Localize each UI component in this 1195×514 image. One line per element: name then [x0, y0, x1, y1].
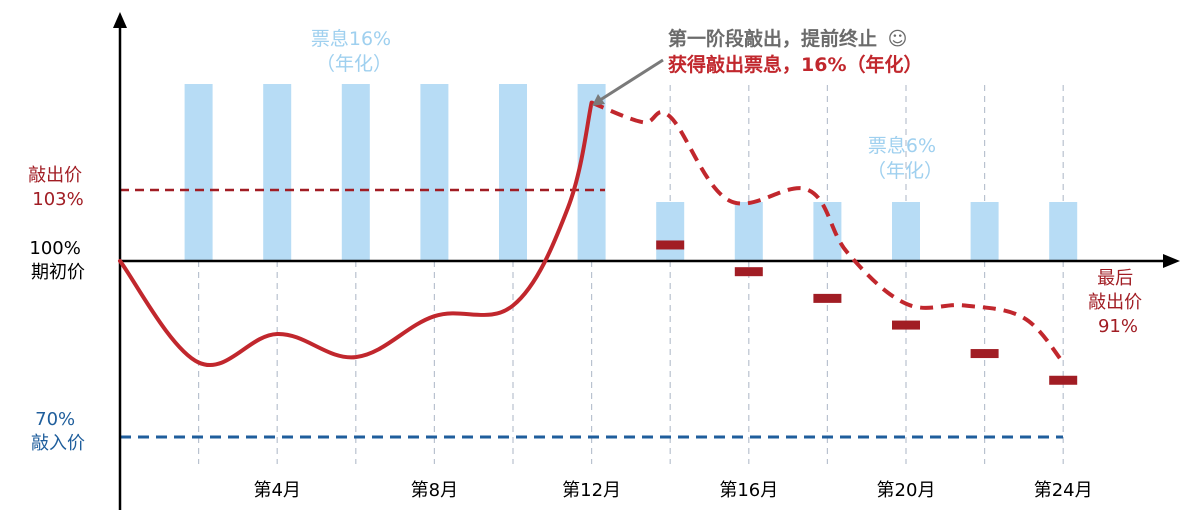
coupon-bar-6: [1049, 202, 1078, 261]
annotation-early-termination: 第一阶段敲出，提前终止 ☺: [668, 27, 907, 50]
price-path-solid: [118, 100, 594, 367]
price-path-dashed: [590, 100, 1065, 364]
annotation-arrowhead: [592, 94, 605, 106]
initial-price-label: 100% 期初价: [29, 238, 86, 283]
annotation-knockout-coupon: 获得敲出票息，16%（年化）: [668, 53, 922, 76]
knockout-mark: [734, 267, 763, 277]
coupon-bars: [184, 84, 1078, 261]
knockout-mark: [970, 349, 999, 359]
final-knockout-label: 最后 敲出价 91%: [1088, 268, 1148, 337]
x-axis-arrow: [1163, 254, 1180, 268]
knockin-price-label: 70% 敲入价: [31, 409, 85, 454]
annotation-arrow: [596, 58, 664, 104]
x-tick-label: 第16月: [719, 480, 778, 501]
knockout-price-label: 敲出价 103%: [28, 165, 88, 210]
coupon-bar-6: [656, 202, 685, 261]
coupon-bar-16: [499, 84, 527, 261]
x-tick-label: 第4月: [253, 480, 300, 501]
knockout-mark: [813, 293, 842, 303]
coupon-bar-6: [892, 202, 920, 261]
coupon-bar-16: [420, 84, 449, 261]
coupon-bar-16: [263, 84, 292, 261]
knockout-mark: [892, 320, 920, 330]
coupon-bar-16: [184, 84, 213, 261]
knockout-marks: [656, 240, 1078, 385]
knockout-mark: [656, 240, 685, 250]
y-axis-arrow: [113, 12, 127, 28]
x-tick-label: 第8月: [411, 480, 458, 501]
coupon-bar-6: [970, 202, 999, 261]
smiley-icon: ☺: [888, 28, 908, 50]
coupon-16-label: 票息16% （年化）: [311, 28, 397, 75]
x-tick-label: 第20月: [877, 480, 936, 501]
x-tick-labels: 第4月 第8月 第12月 第16月 第20月 第24月: [253, 480, 1092, 501]
coupon-bar-16: [577, 84, 606, 261]
knockout-mark: [1049, 375, 1078, 385]
coupon-bar-16: [341, 84, 370, 261]
coupon-6-label: 票息6% （年化）: [867, 135, 943, 182]
x-tick-label: 第24月: [1034, 480, 1093, 501]
x-tick-label: 第12月: [562, 480, 621, 501]
coupon-bar-6: [734, 202, 763, 261]
